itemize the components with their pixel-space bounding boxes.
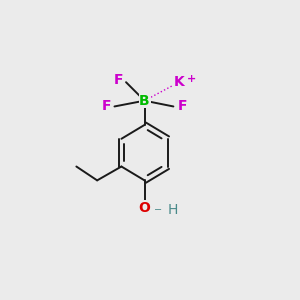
Text: O: O [139,201,150,215]
Text: K: K [173,75,184,89]
Text: +: + [187,74,196,84]
Text: B: B [139,94,150,108]
Text: F: F [177,100,187,113]
Text: −: − [154,205,163,215]
Text: H: H [168,203,178,218]
Text: F: F [114,73,123,87]
Text: F: F [102,100,111,113]
